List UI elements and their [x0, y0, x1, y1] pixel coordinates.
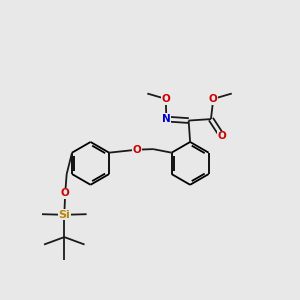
Text: Si: Si [58, 210, 70, 220]
Text: O: O [209, 94, 218, 104]
Text: O: O [132, 145, 141, 155]
Text: N: N [162, 114, 171, 124]
Text: O: O [161, 94, 170, 104]
Text: O: O [61, 188, 70, 198]
Text: O: O [218, 131, 226, 141]
